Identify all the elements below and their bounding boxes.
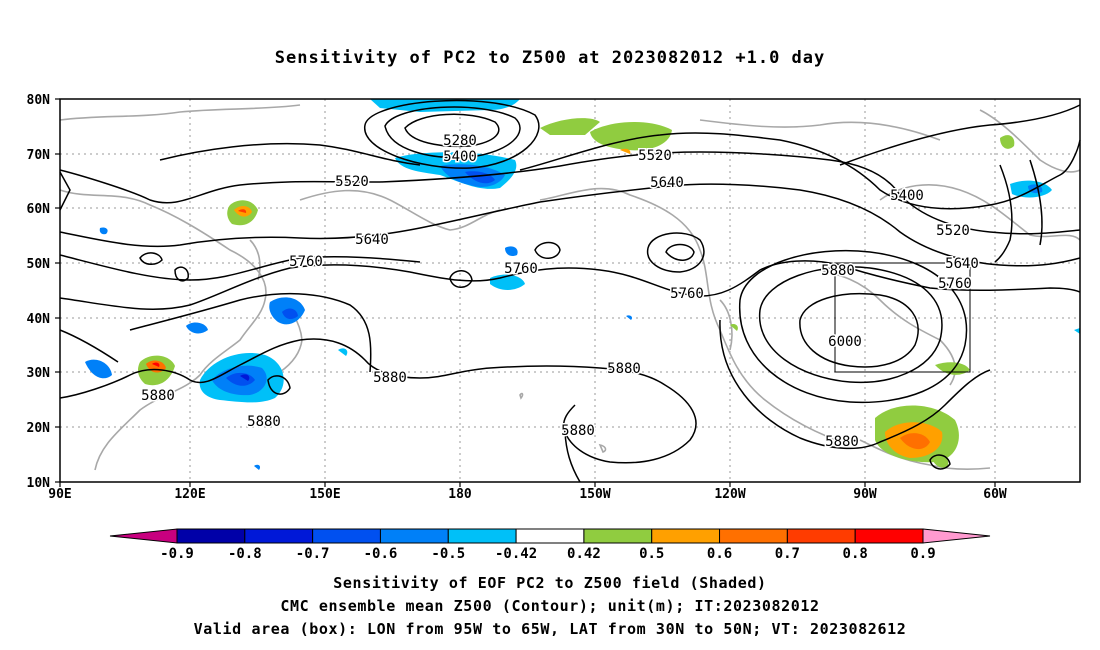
colorbar-segment [719, 528, 788, 544]
colorbar-label: 0.6 [707, 546, 732, 562]
lon-label: 90E [48, 487, 71, 502]
lon-label: 60W [983, 487, 1007, 502]
contour-label: 5520 [638, 148, 672, 164]
caption-valid-area: Valid area (box): LON from 95W to 65W, L… [193, 620, 907, 638]
sensitivity-shading [85, 99, 1080, 470]
colorbar-segment [515, 528, 585, 544]
contour-label: 5760 [289, 254, 323, 270]
colorbar-segment [176, 528, 246, 544]
contour-label: 5760 [504, 261, 538, 277]
valid-area-box [834, 262, 971, 373]
colorbar-label: -0.9 [160, 546, 194, 562]
lat-label: 50N [27, 257, 51, 272]
colorbar-label: 0.8 [843, 546, 868, 562]
colorbar-segment [244, 528, 314, 544]
caption-shaded: Sensitivity of EOF PC2 to Z500 field (Sh… [333, 574, 767, 592]
colorbar-label: 0.5 [639, 546, 664, 562]
contour-label: 5280 [443, 133, 477, 149]
contour-label: 5880 [561, 423, 595, 439]
lon-label: 180 [448, 487, 472, 502]
contour-label: 5760 [938, 276, 972, 292]
lon-label: 120W [714, 487, 745, 502]
lon-label: 120E [174, 487, 205, 502]
colorbar-label: 0.9 [910, 546, 935, 562]
lat-label: 20N [27, 421, 51, 436]
colorbar-label: 0.42 [567, 546, 601, 562]
colorbar-max-arrow [922, 528, 991, 544]
contour-label: 5520 [335, 174, 369, 190]
caption-contour: CMC ensemble mean Z500 (Contour); unit(m… [280, 597, 820, 615]
map-frame [59, 98, 1081, 483]
contour-label: 5880 [141, 388, 175, 404]
lat-label: 60N [27, 202, 51, 217]
lon-label: 150W [579, 487, 610, 502]
colorbar: -0.9 -0.8 -0.7 -0.6 -0.5 -0.42 0.42 0.5 0.6 0.7 0.… [109, 528, 991, 562]
colorbar-label: 0.7 [775, 546, 800, 562]
colorbar-segment [379, 528, 449, 544]
contour-label: 5880 [825, 434, 859, 450]
lat-label: 40N [27, 312, 51, 327]
colorbar-segment [854, 528, 924, 544]
contour-label: 6000 [828, 334, 862, 350]
page-title: Sensitivity of PC2 to Z500 at 2023082012… [274, 48, 826, 68]
contour-label: 5880 [607, 361, 641, 377]
colorbar-segment [583, 528, 653, 544]
contour-label: 5520 [936, 223, 970, 239]
contour-label: 5640 [945, 256, 979, 272]
lat-label: 10N [27, 476, 51, 491]
lon-label: 150E [309, 487, 340, 502]
contour-label: 5880 [373, 370, 407, 386]
colorbar-min-arrow [109, 528, 178, 544]
colorbar-segment [651, 528, 721, 544]
contour-label: 5760 [670, 286, 704, 302]
contour-label: 5880 [821, 263, 855, 279]
colorbar-label: -0.6 [364, 546, 398, 562]
contour-label: 5400 [890, 188, 924, 204]
colorbar-label: -0.5 [431, 546, 465, 562]
colorbar-segment [786, 528, 856, 544]
colorbar-segment [312, 528, 381, 544]
contour-label: 5400 [443, 149, 477, 165]
lat-label: 70N [27, 148, 51, 163]
colorbar-label: -0.7 [296, 546, 330, 562]
z500-contours [59, 99, 1081, 483]
colorbar-label: -0.42 [495, 546, 537, 562]
contour-label: 5880 [247, 414, 281, 430]
lat-label: 80N [27, 93, 51, 108]
lat-label: 30N [27, 366, 51, 381]
colorbar-label: -0.8 [228, 546, 262, 562]
lon-label: 90W [853, 487, 877, 502]
contour-label: 5640 [355, 232, 389, 248]
contour-label: 5640 [650, 175, 684, 191]
colorbar-segment [447, 528, 517, 544]
